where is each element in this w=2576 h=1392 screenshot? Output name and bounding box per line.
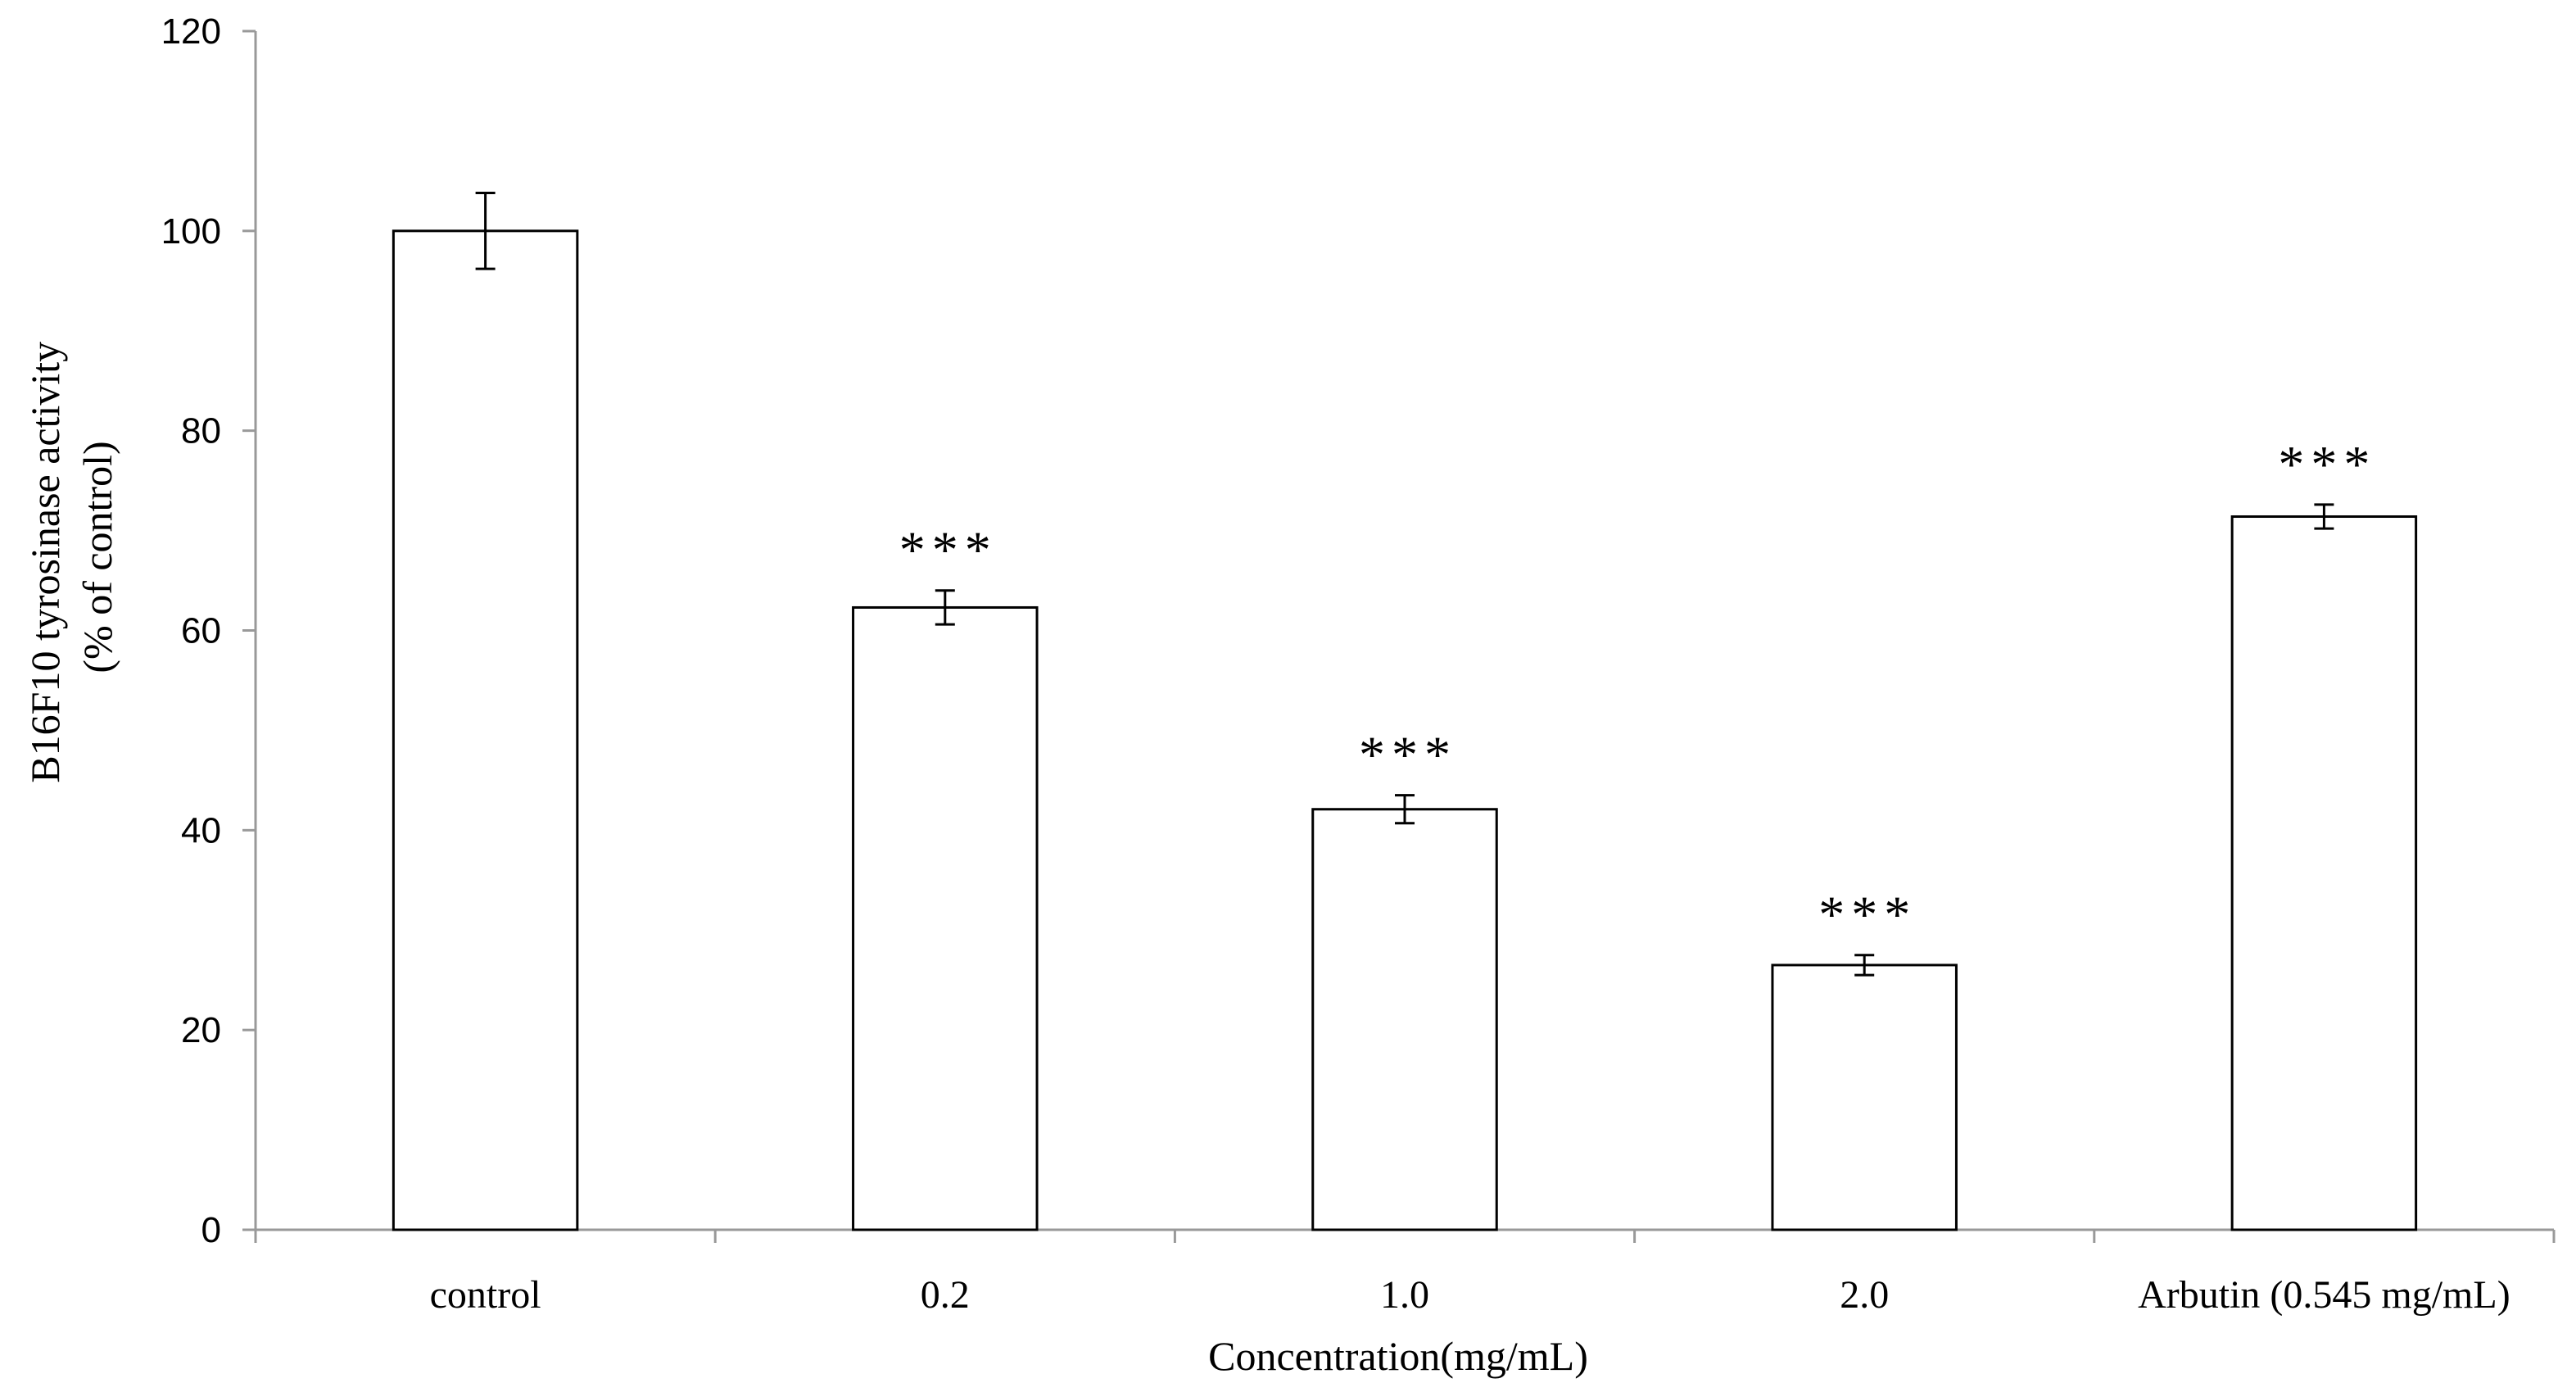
significance-mark: *** xyxy=(2278,435,2376,493)
y-tick-label: 100 xyxy=(161,211,221,252)
y-tick-label: 40 xyxy=(181,810,221,850)
bar xyxy=(1311,808,1498,1231)
x-tick-label: control xyxy=(430,1273,541,1317)
significance-mark: *** xyxy=(899,521,998,579)
y-tick-label: 60 xyxy=(181,611,221,651)
bars: *** *** *** *** xyxy=(392,192,2418,1231)
significance-mark: *** xyxy=(1818,886,1917,944)
y-axis-title-line-2: (% of control) xyxy=(75,441,120,673)
bar xyxy=(852,605,1039,1231)
bar xyxy=(392,229,579,1231)
y-tick-label: 0 xyxy=(201,1210,221,1250)
y-axis-title: B16F10 tyrosinase activity (% of control… xyxy=(22,331,120,782)
x-tick-label: Arbutin (0.545 mg/mL) xyxy=(2138,1273,2510,1317)
y-axis-title-line-1: B16F10 tyrosinase activity xyxy=(22,342,68,783)
y-tick-label: 20 xyxy=(181,1010,221,1050)
x-tick-label: 2.0 xyxy=(1840,1273,1889,1317)
bar xyxy=(2230,515,2418,1231)
bar xyxy=(1771,964,1958,1231)
y-axis: 0 20 40 60 80 100 120 xyxy=(161,11,257,1250)
x-axis: control 0.2 1.0 2.0 Arbutin (0.545 mg/mL) xyxy=(254,1228,2556,1317)
x-tick-label: 1.0 xyxy=(1380,1273,1429,1317)
y-tick-label: 80 xyxy=(181,411,221,451)
y-tick-label: 120 xyxy=(161,11,221,52)
x-tick-label: 0.2 xyxy=(921,1273,970,1317)
x-axis-title: Concentration(mg/mL) xyxy=(1208,1333,1588,1379)
significance-mark: *** xyxy=(1359,726,1457,784)
